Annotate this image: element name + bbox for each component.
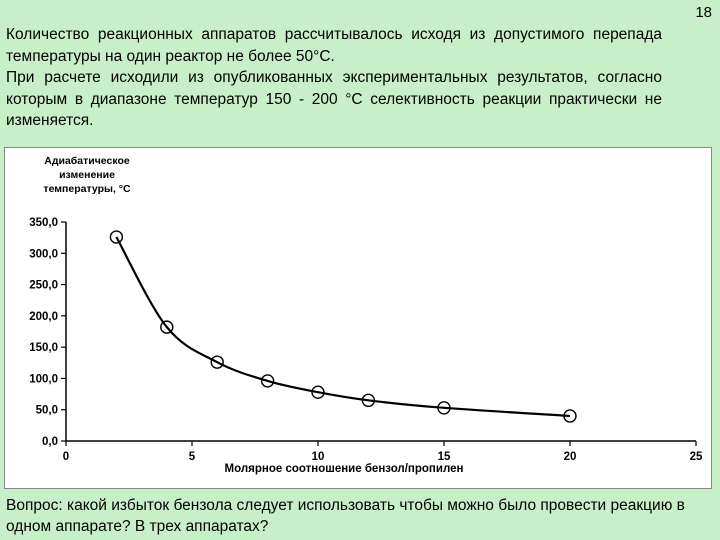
y-tick-label: 350,0 <box>29 217 58 229</box>
chart: Адиабатическое изменение температуры, °С… <box>4 147 712 489</box>
y-axis: 0,0 50,0 100,0 150,0 200,0 250,0 300,0 350,0 <box>29 217 67 448</box>
y-tick-label: 300,0 <box>29 248 58 260</box>
data-point <box>563 409 577 423</box>
x-tick-label: 15 <box>438 451 451 463</box>
x-tick-label: 0 <box>63 451 69 463</box>
page-number: 18 <box>695 4 712 21</box>
x-tick-label: 5 <box>189 451 196 463</box>
x-tick-label: 25 <box>690 451 703 463</box>
series-line <box>115 236 571 418</box>
x-tick-label: 10 <box>312 451 325 463</box>
intro-paragraph: Количество реакционных аппаратов рассчит… <box>6 26 662 65</box>
data-point <box>109 230 124 244</box>
y-tick-label: 100,0 <box>29 373 58 385</box>
y-axis-title: Адиабатическое изменение температуры, °С <box>43 155 131 195</box>
data-point <box>361 393 376 408</box>
y-tick-label: 250,0 <box>29 280 58 292</box>
x-axis-title: Молярное соотношение бензол/пропилен <box>225 463 464 475</box>
x-axis: 0 5 10 15 20 25 <box>63 440 703 463</box>
data-point <box>160 320 174 334</box>
intro-text: Количество реакционных аппаратов рассчит… <box>6 24 662 132</box>
y-tick-label: 200,0 <box>29 311 58 323</box>
data-point <box>311 385 325 399</box>
series-layer <box>109 230 577 423</box>
x-tick-label: 20 <box>564 451 577 463</box>
chart-svg: 0,0 50,0 100,0 150,0 200,0 250,0 300,0 350,0 0 5… <box>29 217 703 475</box>
question-text: Вопрос: какой избыток бензола следует ис… <box>6 497 685 535</box>
data-point <box>437 401 451 415</box>
intro-paragraph: При расчете исходили из опубликованных э… <box>6 69 662 129</box>
y-tick-label: 150,0 <box>29 342 58 354</box>
data-point <box>260 374 275 388</box>
y-tick-label: 50,0 <box>36 405 58 417</box>
y-tick-label: 0,0 <box>42 436 58 448</box>
data-point <box>210 355 224 369</box>
